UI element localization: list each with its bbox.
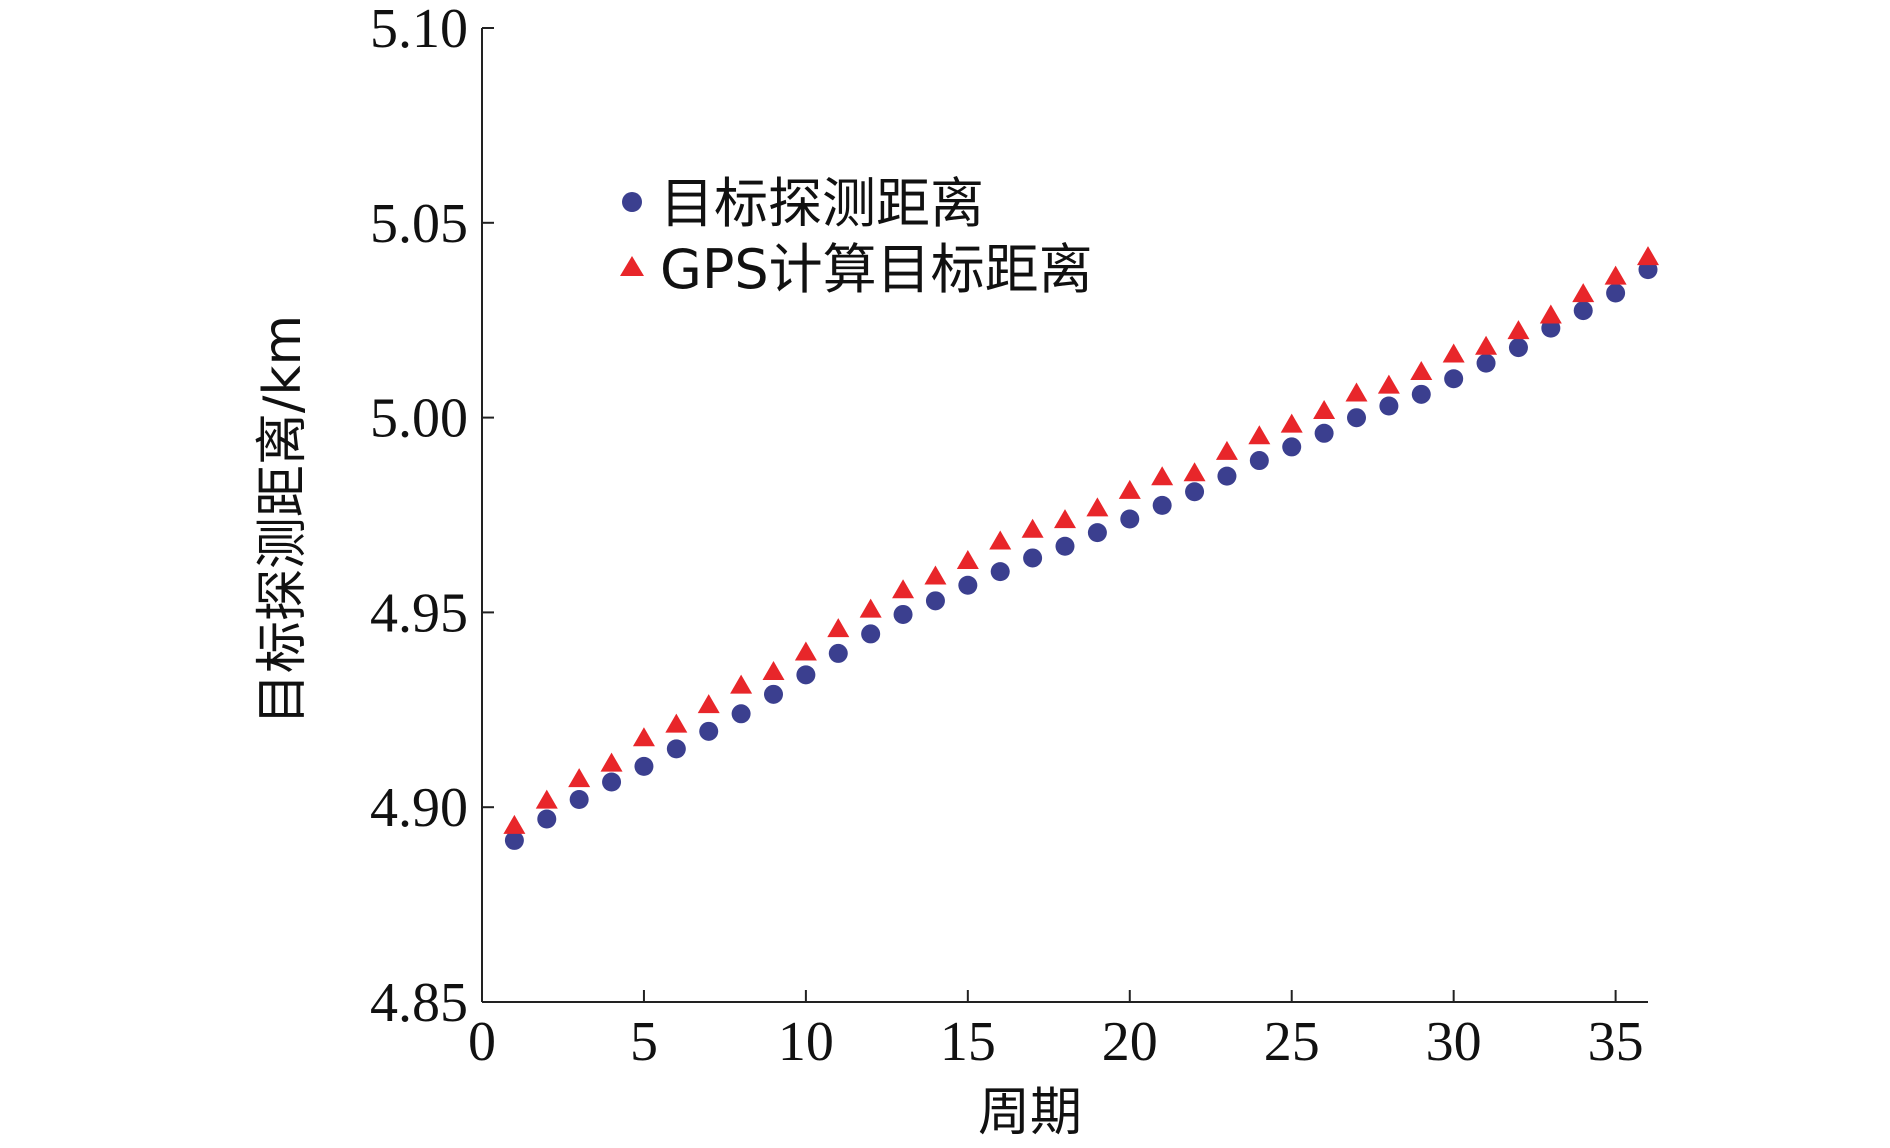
data-point-circle (1120, 509, 1140, 529)
data-point-circle (1379, 396, 1399, 416)
data-point-triangle (827, 618, 850, 638)
data-point-triangle (924, 565, 947, 585)
data-point-circle (1606, 283, 1626, 303)
data-point-triangle (697, 694, 720, 714)
data-point-triangle (956, 549, 979, 569)
data-point-triangle (1539, 304, 1562, 324)
x-tick-label: 30 (1426, 1011, 1482, 1073)
data-point-triangle (1280, 413, 1303, 433)
data-point-circle (796, 665, 816, 685)
data-point-circle (1411, 384, 1431, 404)
y-tick-label: 5.10 (370, 0, 468, 60)
data-point-circle (1023, 548, 1043, 568)
data-point-triangle (730, 674, 753, 694)
data-point-triangle (1054, 509, 1076, 529)
data-point-triangle (859, 598, 882, 618)
data-point-circle (731, 704, 751, 724)
data-point-triangle (1086, 497, 1109, 517)
data-point-triangle (503, 814, 526, 834)
x-tick-label: 5 (630, 1011, 658, 1073)
data-point-triangle (1313, 399, 1336, 419)
x-tick-label: 15 (940, 1011, 996, 1073)
data-point-circle (1444, 369, 1464, 389)
data-point-circle (504, 830, 524, 850)
data-point-triangle (568, 768, 591, 788)
legend-label-series-2: GPS计算目标距离 (660, 238, 1093, 301)
data-point-triangle (1151, 466, 1174, 486)
data-point-circle (1508, 338, 1528, 358)
data-point-triangle (600, 752, 623, 772)
data-point-circle (1087, 523, 1107, 543)
series-1 (504, 260, 1658, 850)
data-point-circle (925, 591, 945, 611)
data-point-circle (958, 575, 978, 595)
data-point-circle (569, 790, 589, 810)
axes: 4.85 4.90 4.95 5.00 5.05 5.10 0 5 10 15 20 25 30 35 (370, 0, 1648, 1073)
data-point-circle (1573, 301, 1593, 321)
data-points (503, 246, 1659, 850)
data-point-triangle (1021, 518, 1044, 538)
data-point-circle (699, 721, 719, 741)
data-point-triangle (1377, 374, 1400, 394)
data-point-triangle (762, 661, 785, 681)
data-point-circle (1476, 353, 1496, 373)
y-tick-label: 4.85 (370, 972, 468, 1034)
data-point-triangle (1572, 283, 1595, 303)
x-tick-label: 20 (1102, 1011, 1158, 1073)
data-point-triangle (1604, 265, 1627, 285)
data-point-circle (1314, 423, 1334, 443)
series-2 (503, 246, 1659, 834)
data-point-triangle (665, 713, 688, 733)
data-point-circle (861, 624, 881, 644)
y-tick-label: 5.05 (370, 193, 468, 255)
data-point-triangle (1637, 246, 1659, 266)
x-axis-title: 周期 (978, 1083, 1082, 1143)
data-point-circle (634, 756, 654, 776)
data-point-circle (764, 684, 783, 704)
data-point-triangle (1183, 462, 1206, 482)
data-point-triangle (632, 727, 655, 747)
data-point-circle (893, 604, 913, 624)
legend-label-series-1: 目标探测距离 (660, 172, 984, 235)
data-point-circle (1055, 536, 1075, 556)
legend: 目标探测距离 GPS计算目标距离 (620, 172, 1093, 301)
legend-triangle-marker (620, 256, 644, 276)
data-point-triangle (1410, 361, 1433, 381)
y-tick-label: 5.00 (370, 388, 468, 450)
y-tick-label: 4.90 (370, 777, 468, 839)
x-tick-label: 25 (1264, 1011, 1320, 1073)
data-point-triangle (1442, 343, 1465, 363)
y-tick-label: 4.95 (370, 582, 468, 644)
data-point-triangle (892, 579, 915, 599)
data-point-triangle (1475, 335, 1498, 355)
data-point-triangle (1345, 382, 1368, 402)
data-point-circle (1347, 408, 1366, 428)
x-tick-label: 10 (778, 1011, 834, 1073)
data-point-triangle (794, 641, 817, 661)
data-point-triangle (1118, 479, 1141, 499)
data-point-circle (990, 562, 1010, 582)
data-point-circle (602, 772, 622, 792)
x-tick-label: 35 (1588, 1011, 1644, 1073)
data-point-circle (666, 739, 686, 759)
y-axis-title: 目标探测距离/km (253, 315, 313, 725)
data-point-circle (1185, 482, 1205, 502)
data-point-circle (1282, 437, 1302, 457)
data-point-circle (828, 643, 848, 663)
data-point-triangle (989, 530, 1012, 550)
data-point-triangle (1248, 425, 1271, 445)
data-point-circle (1152, 495, 1172, 515)
data-point-circle (537, 809, 557, 829)
data-point-circle (1217, 466, 1237, 486)
legend-circle-marker (622, 192, 642, 212)
data-point-triangle (1215, 440, 1238, 460)
data-point-circle (1249, 451, 1269, 471)
x-tick-label: 0 (468, 1011, 496, 1073)
data-point-triangle (535, 789, 558, 809)
data-point-triangle (1507, 320, 1530, 340)
